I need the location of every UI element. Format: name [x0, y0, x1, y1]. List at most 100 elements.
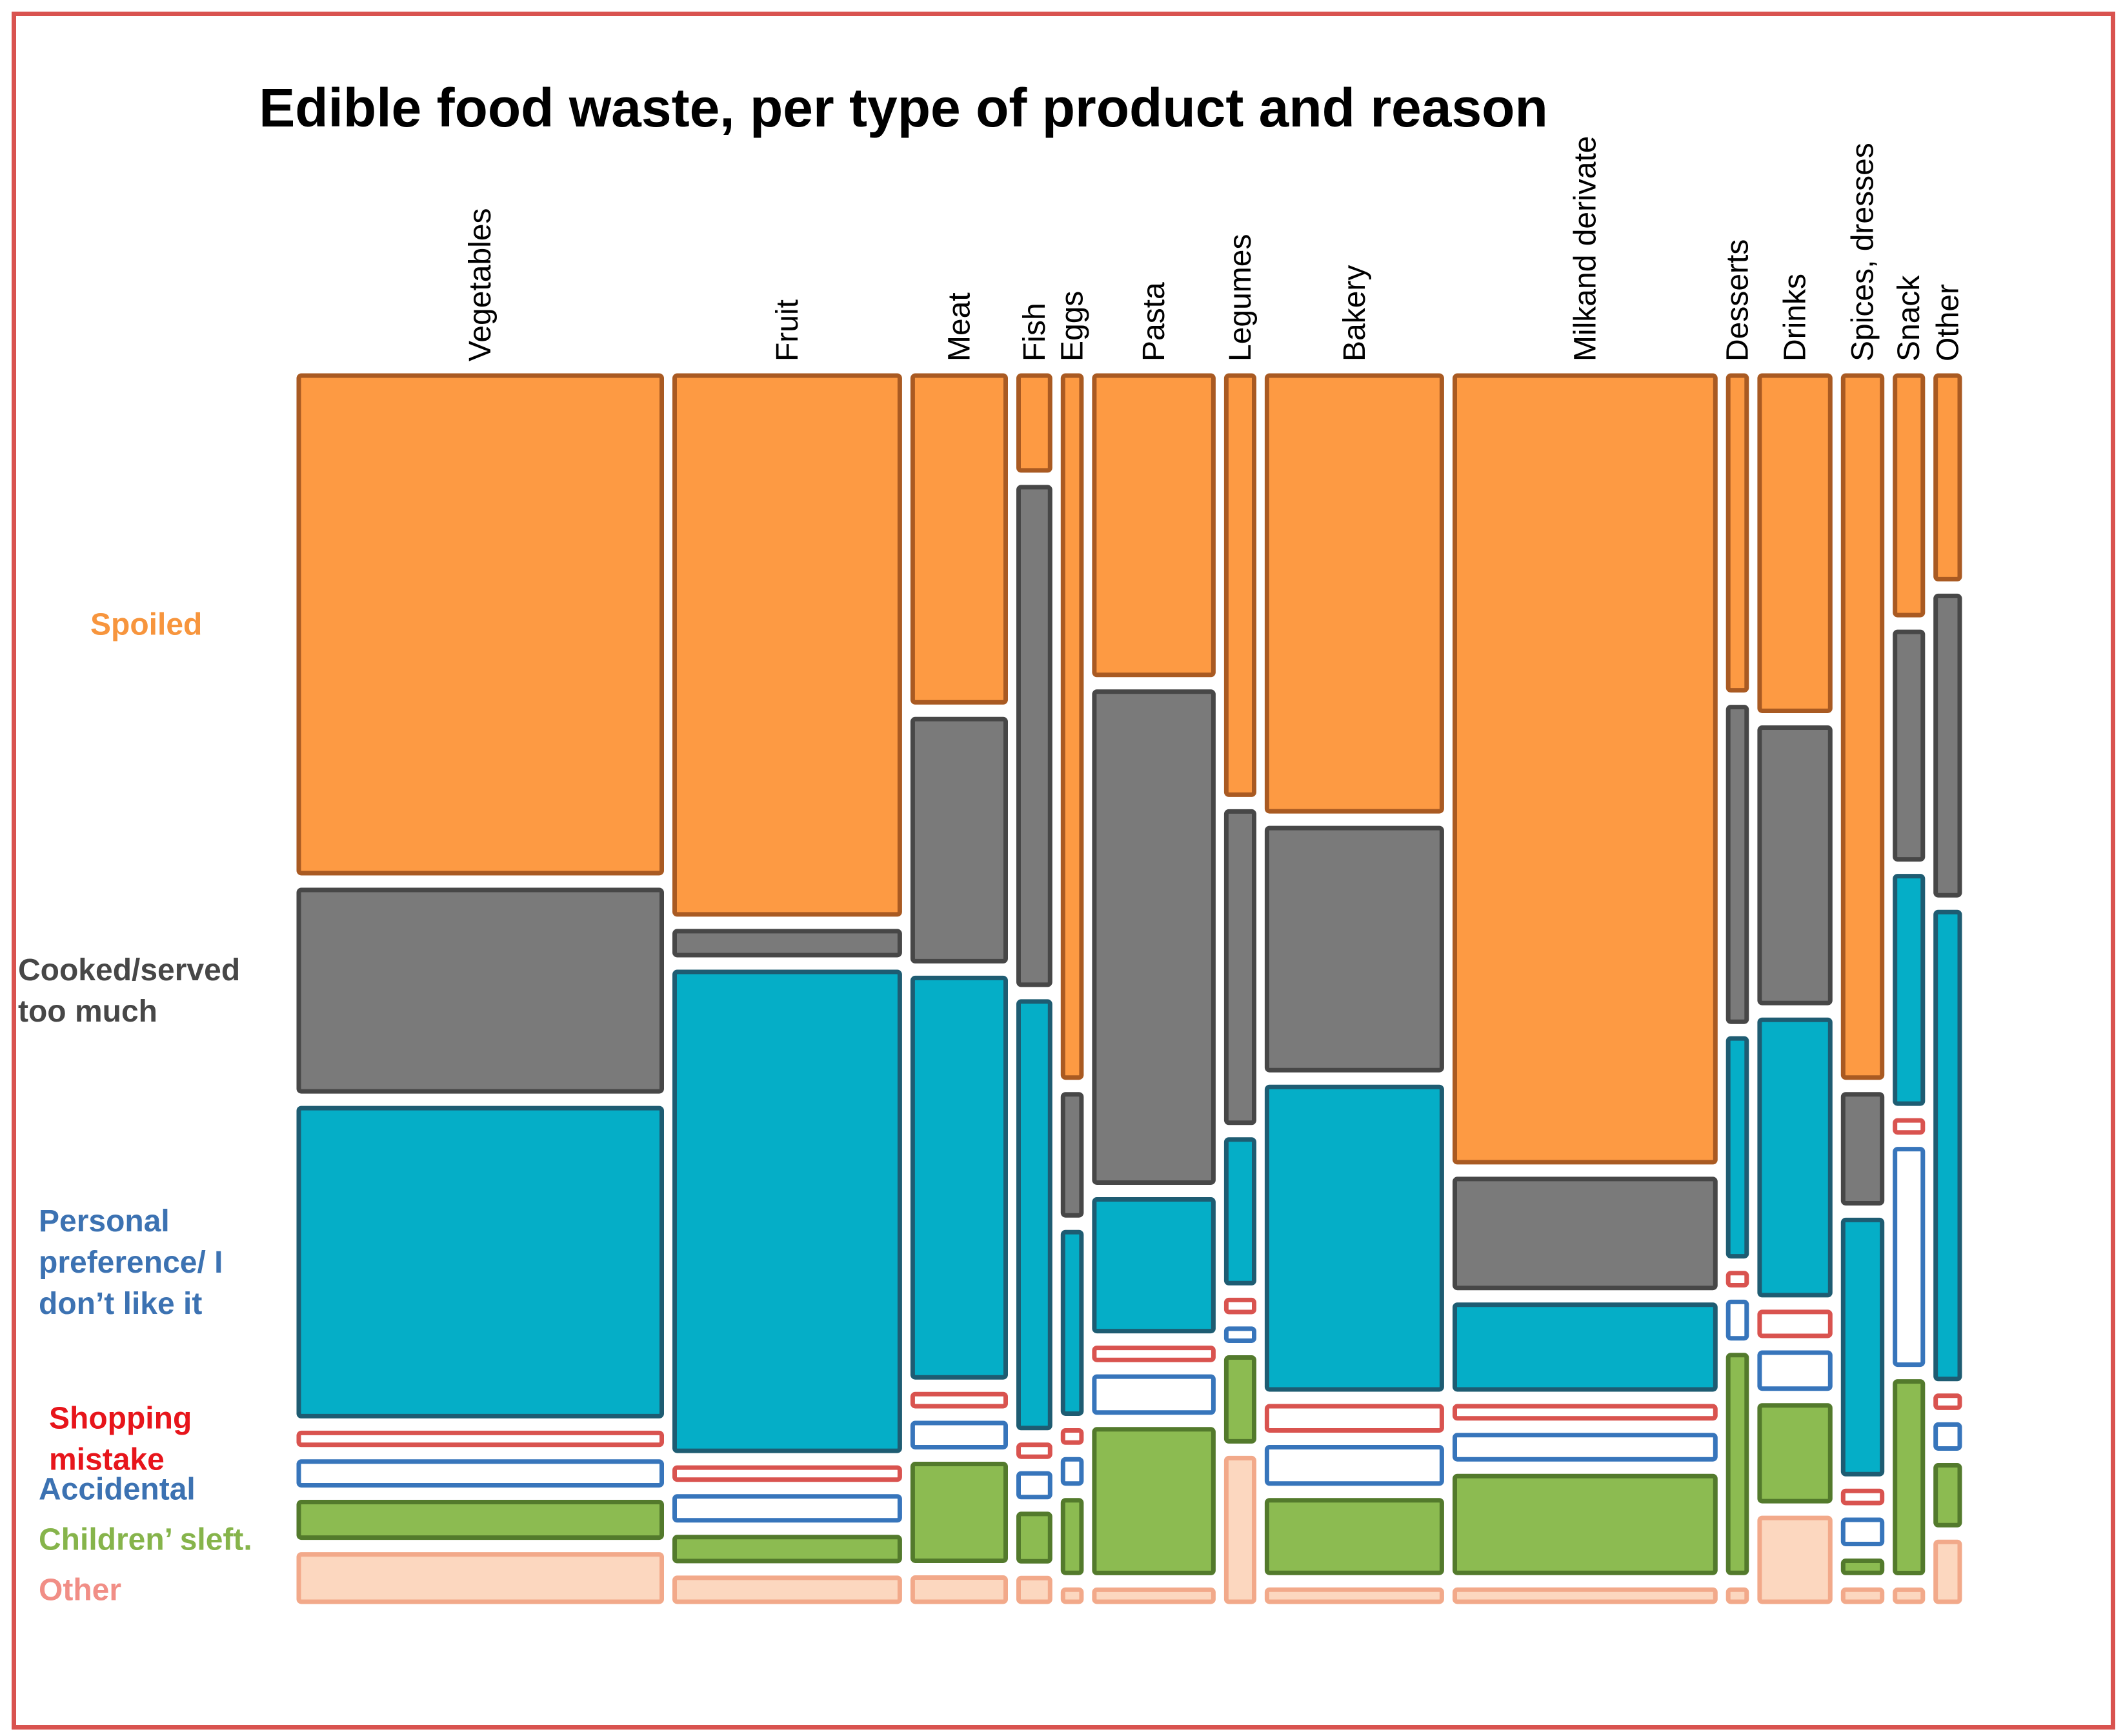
tile-desserts-cooked-served-too-much: [1726, 705, 1749, 1024]
tile-fish-spoiled: [1016, 373, 1052, 473]
tile-legumes-cooked-served-too-much: [1223, 809, 1257, 1125]
tile-meat-spoiled: [910, 373, 1009, 705]
tile-snack-accidental: [1893, 1147, 1926, 1368]
tile-other-shopping-mistake: [1933, 1393, 1962, 1410]
tile-legumes-children-sleft: [1223, 1355, 1257, 1444]
tile-pasta-accidental: [1092, 1374, 1216, 1415]
reason-label-other: Other: [39, 1573, 121, 1608]
tile-meat-other: [910, 1575, 1009, 1604]
tile-other-children-sleft: [1933, 1463, 1962, 1528]
tile-milkand-derivate-spoiled: [1453, 373, 1718, 1165]
tile-legumes-personal-preference-i-don-t-like-it: [1223, 1137, 1257, 1286]
tile-desserts-children-sleft: [1726, 1353, 1749, 1575]
tile-fish-cooked-served-too-much: [1016, 485, 1052, 987]
category-label-meat: Meat: [942, 292, 976, 361]
tile-fruit-other: [672, 1575, 902, 1604]
tile-other-accidental: [1933, 1422, 1962, 1451]
tile-fish-shopping-mistake: [1016, 1442, 1052, 1459]
tile-drinks-personal-preference-i-don-t-like-it: [1757, 1017, 1833, 1298]
tile-desserts-personal-preference-i-don-t-like-it: [1726, 1036, 1749, 1259]
tile-snack-children-sleft: [1893, 1379, 1926, 1576]
tile-bakery-personal-preference-i-don-t-like-it: [1264, 1084, 1444, 1392]
tile-snack-cooked-served-too-much: [1893, 629, 1926, 862]
category-label-legumes: Legumes: [1223, 234, 1258, 361]
mosaic-tiles: [296, 373, 1962, 1604]
tile-pasta-personal-preference-i-don-t-like-it: [1092, 1197, 1216, 1334]
tile-vegetables-children-sleft: [296, 1500, 664, 1540]
tile-spices-dresses-shopping-mistake: [1840, 1488, 1885, 1506]
tile-other-other: [1933, 1539, 1962, 1604]
tile-pasta-other: [1092, 1587, 1216, 1604]
category-label-other: Other: [1931, 284, 1965, 361]
tile-snack-personal-preference-i-don-t-like-it: [1893, 874, 1926, 1106]
tile-fruit-accidental: [672, 1494, 902, 1523]
tile-legumes-shopping-mistake: [1223, 1297, 1257, 1315]
tile-fruit-spoiled: [672, 373, 902, 917]
tile-milkand-derivate-cooked-served-too-much: [1453, 1176, 1718, 1291]
tile-snack-other: [1893, 1587, 1926, 1604]
category-label-fish: Fish: [1018, 303, 1052, 361]
reason-label-cooked-served-too-much: Cooked/served too much: [18, 953, 240, 1029]
category-labels: Vegetables Fruit Meat Fish Eggs Pasta Legumes B…: [463, 136, 1965, 362]
tile-pasta-shopping-mistake: [1092, 1346, 1216, 1362]
tile-eggs-spoiled: [1060, 373, 1084, 1080]
tile-meat-accidental: [910, 1420, 1009, 1449]
tile-eggs-personal-preference-i-don-t-like-it: [1060, 1229, 1084, 1416]
tile-meat-personal-preference-i-don-t-like-it: [910, 975, 1009, 1380]
tile-other-personal-preference-i-don-t-like-it: [1933, 909, 1962, 1382]
tile-milkand-derivate-accidental: [1453, 1433, 1718, 1462]
tile-other-cooked-served-too-much: [1933, 593, 1962, 898]
tile-fruit-personal-preference-i-don-t-like-it: [672, 969, 902, 1453]
tile-fruit-children-sleft: [672, 1535, 902, 1564]
category-label-fruit: Fruit: [770, 299, 805, 361]
tile-milkand-derivate-other: [1453, 1587, 1718, 1604]
tile-spices-dresses-accidental: [1840, 1517, 1885, 1546]
tile-fruit-shopping-mistake: [672, 1465, 902, 1482]
tile-milkand-derivate-shopping-mistake: [1453, 1404, 1718, 1421]
tile-desserts-shopping-mistake: [1726, 1271, 1749, 1287]
category-label-spices-dresses: Spices, dresses: [1846, 143, 1880, 361]
tile-legumes-spoiled: [1223, 373, 1257, 797]
tile-eggs-other: [1060, 1587, 1084, 1604]
tile-desserts-spoiled: [1726, 373, 1749, 693]
tile-pasta-children-sleft: [1092, 1427, 1216, 1575]
tile-drinks-accidental: [1757, 1350, 1833, 1391]
reason-label-shopping-mistake: Shopping mistake: [49, 1402, 192, 1477]
category-label-bakery: Bakery: [1338, 265, 1372, 361]
tile-desserts-accidental: [1726, 1299, 1749, 1341]
category-label-desserts: Desserts: [1721, 239, 1755, 361]
reason-labels: Spoiled Cooked/served too much Personal pref…: [18, 608, 252, 1608]
tile-eggs-shopping-mistake: [1060, 1428, 1084, 1445]
tile-legumes-other: [1223, 1455, 1257, 1604]
reason-label-accidental: Accidental: [39, 1473, 196, 1507]
tile-fish-children-sleft: [1016, 1511, 1052, 1564]
tile-desserts-other: [1726, 1587, 1749, 1604]
tile-bakery-accidental: [1264, 1445, 1444, 1486]
tile-drinks-children-sleft: [1757, 1403, 1833, 1504]
tile-fish-accidental: [1016, 1471, 1052, 1500]
reason-label-children-sleft: Children’ sleft.: [39, 1523, 252, 1557]
tile-legumes-accidental: [1223, 1326, 1257, 1343]
tile-vegetables-shopping-mistake: [296, 1430, 664, 1448]
tile-spices-dresses-personal-preference-i-don-t-like-it: [1840, 1217, 1885, 1477]
tile-snack-spoiled: [1893, 373, 1926, 618]
category-label-milkand-derivate: Milkand derivate: [1568, 136, 1602, 362]
tile-spices-dresses-other: [1840, 1587, 1885, 1604]
category-label-snack: Snack: [1892, 275, 1926, 361]
tile-milkand-derivate-personal-preference-i-don-t-like-it: [1453, 1302, 1718, 1392]
category-label-vegetables: Vegetables: [463, 208, 498, 361]
tile-meat-shopping-mistake: [910, 1391, 1009, 1409]
tile-bakery-spoiled: [1264, 373, 1444, 814]
reason-label-spoiled: Spoiled: [90, 608, 202, 642]
tile-bakery-other: [1264, 1587, 1444, 1604]
tile-bakery-shopping-mistake: [1264, 1404, 1444, 1433]
tile-vegetables-accidental: [296, 1459, 664, 1488]
tile-other-spoiled: [1933, 373, 1962, 581]
tile-pasta-spoiled: [1092, 373, 1216, 678]
tile-meat-children-sleft: [910, 1462, 1009, 1563]
tile-vegetables-cooked-served-too-much: [296, 887, 664, 1094]
tile-spices-dresses-children-sleft: [1840, 1559, 1885, 1575]
tile-spices-dresses-spoiled: [1840, 373, 1885, 1080]
